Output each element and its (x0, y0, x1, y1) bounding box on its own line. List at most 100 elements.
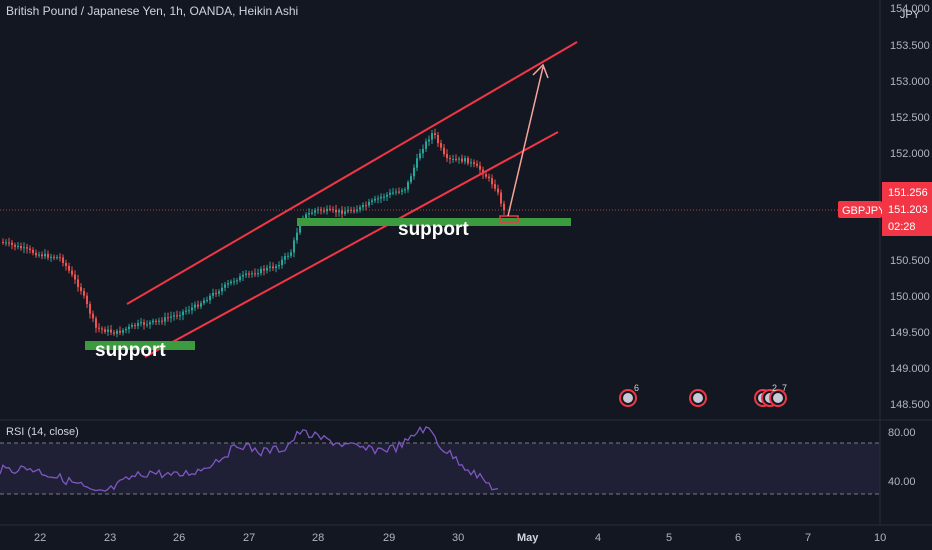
candle-body (227, 283, 229, 285)
support-zone-left[interactable] (85, 341, 195, 350)
candle-body (479, 165, 481, 170)
candle-body (179, 315, 181, 317)
uk-flag-icon (773, 393, 783, 403)
price-tick: 150.500 (890, 255, 930, 267)
projection-arrowhead (532, 63, 549, 79)
channel-upper-line[interactable] (126, 41, 578, 305)
candle-body (491, 178, 493, 185)
candle-body (404, 189, 406, 191)
candle-body (368, 201, 370, 206)
time-tick: 7 (805, 532, 811, 544)
candle-body (14, 244, 16, 247)
candle-body (386, 194, 388, 197)
candle-body (347, 209, 349, 212)
candle-body (98, 327, 100, 329)
candle-body (365, 205, 367, 207)
candle-body (65, 263, 67, 266)
candle-body (182, 311, 184, 316)
candle-body (155, 320, 157, 322)
event-count: 7 (782, 383, 787, 393)
candle-body (59, 257, 61, 259)
candle-body (209, 295, 211, 301)
candle-body (95, 318, 97, 328)
candle-body (266, 267, 268, 271)
uk-flag-icon (693, 393, 703, 403)
candle-body (488, 176, 490, 179)
candle-body (236, 280, 238, 282)
candle-body (314, 210, 316, 213)
candle-body (452, 158, 454, 160)
candle-body (338, 210, 340, 213)
rsi-line[interactable] (0, 426, 499, 492)
candle-body (131, 325, 133, 327)
chart-title[interactable]: British Pound / Japanese Yen, 1h, OANDA,… (6, 4, 299, 18)
candle-body (83, 290, 85, 296)
candle-body (185, 310, 187, 312)
time-tick: 23 (104, 532, 116, 544)
candle-body (290, 252, 292, 256)
candle-body (128, 326, 130, 329)
price-tick: 152.000 (890, 148, 930, 160)
candle-body (68, 265, 70, 271)
candle-body (407, 182, 409, 190)
candle-body (437, 134, 439, 144)
candle-body (494, 184, 496, 189)
event-badge[interactable]: 6 (619, 383, 639, 407)
candle-body (221, 287, 223, 292)
candle-body (422, 148, 424, 154)
event-badge[interactable] (689, 389, 707, 407)
candle-body (353, 210, 355, 212)
candle-body (32, 249, 34, 253)
candle-body (101, 328, 103, 330)
event-count: 2 (772, 383, 777, 393)
candle-body (425, 141, 427, 149)
rsi-indicator-label[interactable]: RSI (14, close) (6, 426, 79, 438)
candle-body (431, 133, 433, 140)
candle-body (29, 248, 31, 250)
candle-body (56, 257, 58, 259)
candle-body (233, 281, 235, 283)
candle-body (329, 208, 331, 210)
candle-body (374, 198, 376, 201)
candle-body (428, 139, 430, 142)
time-tick: May (517, 532, 539, 544)
candle-body (470, 162, 472, 164)
candle-body (77, 279, 79, 288)
candle-body (476, 163, 478, 166)
candle-body (461, 158, 463, 162)
candle-body (467, 158, 469, 164)
candle-body (158, 320, 160, 322)
candle-body (92, 313, 94, 319)
candle-body (359, 207, 361, 210)
support-zone-right[interactable] (297, 218, 571, 226)
price-tick: 148.500 (890, 399, 930, 411)
candle-body (275, 266, 277, 269)
candle-body (113, 332, 115, 334)
candle-body (242, 275, 244, 277)
candle-body (395, 191, 397, 193)
candle-body (20, 246, 22, 249)
candle-body (308, 213, 310, 215)
candle-body (200, 303, 202, 307)
candle-body (362, 205, 364, 208)
event-badge-group[interactable]: 2 7 (754, 383, 787, 407)
candle-body (398, 191, 400, 193)
candle-body (11, 242, 13, 245)
rsi-tick: 80.00 (888, 427, 916, 439)
channel-lower-line[interactable] (144, 131, 559, 358)
candle-body (215, 293, 217, 295)
time-tick: 10 (874, 532, 886, 544)
candle-body (251, 273, 253, 275)
candle-body (2, 242, 4, 243)
time-tick: 29 (383, 532, 395, 544)
support-label-right: support (398, 219, 469, 240)
candle-body (269, 266, 271, 268)
candle-body (203, 300, 205, 304)
candle-body (260, 268, 262, 274)
candle-body (164, 317, 166, 322)
price-badge[interactable]: GBPJPY 151.256 151.203 02:28 (838, 182, 932, 236)
candle-body (485, 174, 487, 177)
candle-body (455, 158, 457, 160)
projection-arrow[interactable] (507, 66, 544, 217)
